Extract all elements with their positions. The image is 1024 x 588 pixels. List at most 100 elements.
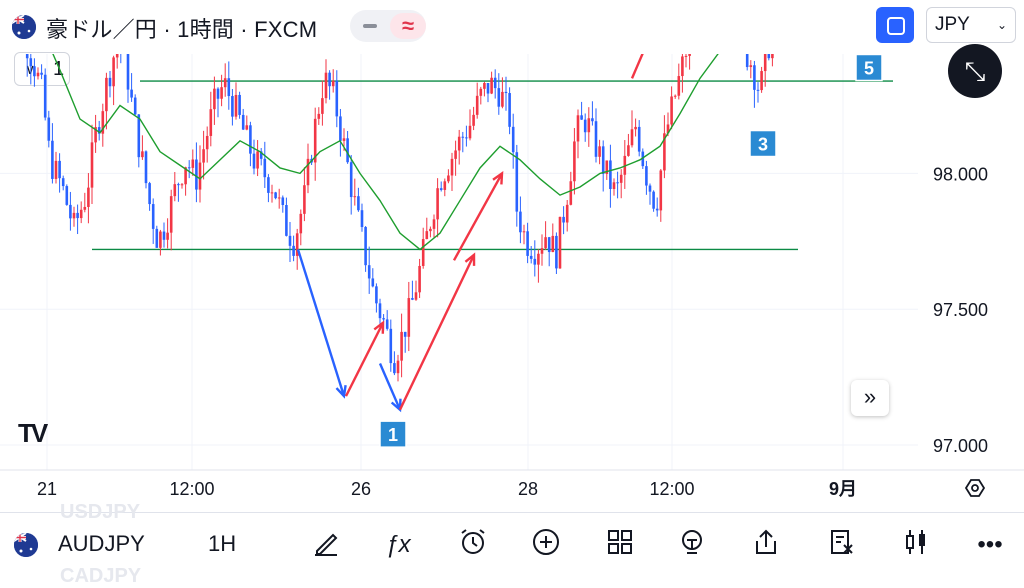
candle-body <box>612 182 616 190</box>
chart-title[interactable]: 豪ドル／円 · 1時間 · FXCM <box>46 17 318 42</box>
candle-body <box>162 231 166 240</box>
candle-body <box>339 116 342 141</box>
timeframe-button[interactable]: 1H <box>208 531 237 556</box>
candle-body <box>630 129 634 146</box>
candle-body <box>472 114 475 126</box>
candle-body <box>616 182 619 184</box>
candle-body <box>601 146 605 174</box>
arrow-line <box>296 249 346 397</box>
indicator-collapse-button[interactable]: ∨ 1 <box>14 52 70 86</box>
wave-labels: 12345 <box>379 54 883 448</box>
wave-label-box <box>379 420 407 448</box>
candle-body <box>43 74 47 118</box>
candle-body <box>454 150 457 159</box>
candle-body <box>490 77 493 94</box>
candle-body <box>205 135 209 150</box>
candle-body <box>360 210 364 228</box>
candle-body <box>76 212 79 219</box>
candle-body <box>749 65 753 68</box>
chevron-down-icon: ∨ <box>25 61 36 77</box>
wave-label-text: 3 <box>758 135 768 155</box>
candle-body <box>101 111 105 134</box>
candle-body <box>195 159 198 190</box>
candle-body <box>400 331 403 361</box>
double-chevron-right-icon: » <box>863 384 877 409</box>
candle-body <box>259 151 263 159</box>
arrows <box>296 54 644 413</box>
candle-body <box>130 89 133 98</box>
candle-body <box>594 121 598 157</box>
candle-body <box>126 54 130 90</box>
arrow-line <box>398 254 476 411</box>
candle-body <box>497 88 501 107</box>
candle-body <box>231 96 234 117</box>
time-axis: 21 12:00 26 28 12:00 9月 <box>0 469 1024 499</box>
candle-body <box>655 208 659 211</box>
minus-icon[interactable] <box>363 24 377 28</box>
candle-body <box>425 231 429 240</box>
candle-body <box>443 181 447 190</box>
aud-flag-icon <box>12 15 36 39</box>
candle-body <box>479 88 483 96</box>
more-icon[interactable]: ••• <box>977 531 1003 558</box>
chart-style-toggle[interactable]: ≈ <box>350 10 426 42</box>
arrow-head <box>335 385 347 399</box>
candle-body <box>256 151 259 169</box>
candle-body <box>447 175 450 182</box>
candle-body <box>317 113 321 119</box>
candle-body <box>187 167 191 169</box>
candle-body <box>223 78 227 88</box>
symbol-button[interactable]: AUDJPY <box>58 531 145 556</box>
candle-body <box>403 331 407 337</box>
candle-body <box>353 196 357 198</box>
alarm-clock-icon[interactable] <box>455 527 491 563</box>
candle-body <box>396 360 400 374</box>
candles <box>25 54 774 382</box>
candle-body <box>245 125 249 130</box>
candle-body <box>684 55 688 57</box>
candle-body <box>295 233 299 256</box>
arrow-line <box>344 322 385 397</box>
indicators-fx-icon[interactable]: ƒx <box>385 531 411 558</box>
scroll-to-realtime-button[interactable]: » <box>851 380 889 416</box>
share-icon[interactable] <box>748 527 784 563</box>
candle-body <box>677 76 681 96</box>
candle-body <box>688 54 691 56</box>
tradingview-logo: TV <box>18 418 48 448</box>
candle-body <box>537 253 540 265</box>
fit-screen-button[interactable] <box>876 7 914 43</box>
candle-body <box>112 57 115 87</box>
candle-body <box>241 114 245 130</box>
settings-hexagon-icon <box>964 479 986 497</box>
candle-body <box>292 245 295 256</box>
object-tree-icon[interactable] <box>824 527 860 563</box>
candle-body <box>209 109 213 136</box>
wave-icon[interactable]: ≈ <box>390 13 426 39</box>
candle-body <box>634 126 637 130</box>
ideas-lightbulb-icon[interactable] <box>674 527 710 563</box>
wave-label-box <box>855 54 883 82</box>
candle-style-icon[interactable] <box>898 527 934 563</box>
drawing-tool-icon[interactable] <box>308 527 344 563</box>
add-circle-icon[interactable] <box>528 527 564 563</box>
candle-body <box>544 237 547 249</box>
candle-body <box>493 77 497 89</box>
exit-fullscreen-button[interactable]: ⤡ <box>948 44 1002 98</box>
currency-select[interactable]: JPY ⌄ <box>926 7 1016 43</box>
candle-body <box>763 54 767 72</box>
candle-body <box>364 227 367 266</box>
candle-body <box>321 98 324 114</box>
price-chart[interactable]: 12345 97.00097.50098.00098.50099.00099.5… <box>0 54 1024 512</box>
candle-body <box>475 95 479 115</box>
candle-body <box>580 115 583 120</box>
horizontal-levels <box>92 80 893 251</box>
candle-body <box>173 184 177 197</box>
candle-body <box>436 188 439 220</box>
moving-average <box>52 54 719 251</box>
ghost-symbol-bottom: CADJPY <box>60 565 142 587</box>
chevron-down-icon: ⌄ <box>996 18 1007 32</box>
candle-body <box>79 209 83 219</box>
collapse-icon: ⤡ <box>964 56 986 86</box>
layout-grid-icon[interactable] <box>602 527 638 563</box>
candle-body <box>342 138 346 141</box>
